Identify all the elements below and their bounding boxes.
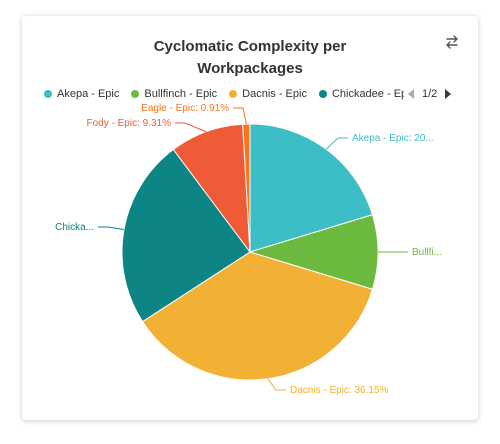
- pie-slice-label: Bullfi...: [412, 247, 442, 258]
- pie-leader-line: [267, 378, 286, 391]
- pie-slice-label: Chicka...: [55, 222, 94, 233]
- pie-leader-line: [175, 122, 207, 133]
- legend-label: Bullfinch - Epic: [144, 88, 218, 100]
- pie-slice[interactable]: [248, 214, 379, 290]
- pie-slice-label: Fody - Epic: 9.31%: [87, 118, 172, 129]
- legend-pager: 1/2: [406, 88, 453, 100]
- pie-leader-line: [325, 137, 348, 150]
- pie-leader-line: [233, 107, 247, 125]
- pie-slice-label: Akepa - Epic: 20...: [352, 133, 434, 144]
- legend-marker: [229, 90, 238, 98]
- pie-slice[interactable]: [141, 251, 374, 381]
- legend-marker: [44, 90, 52, 98]
- legend-label: Chickadee - Ep: [331, 88, 404, 100]
- legend-item[interactable]: Chickadee - Ep: [318, 88, 404, 100]
- pie-slice[interactable]: [121, 148, 251, 323]
- swap-arrows-icon[interactable]: [444, 34, 460, 50]
- legend-item[interactable]: Dacnis - Epic: [229, 88, 307, 100]
- legend-page-indicator: 1/2: [422, 88, 438, 100]
- triangle-left-icon[interactable]: [406, 88, 416, 100]
- chart-title: Cyclomatic Complexity per Workpackages: [22, 36, 478, 80]
- pie-leader-line: [98, 226, 125, 230]
- legend-label: Akepa - Epic: [57, 88, 120, 100]
- chart-legend: Akepa - Epic Bullfinch - Epic Dacnis - Epi…: [44, 86, 453, 102]
- pie-slice-label: Dacnis - Epic: 36.15%: [290, 385, 388, 396]
- legend-label: Dacnis - Epic: [242, 88, 307, 100]
- pie-slice[interactable]: [249, 123, 374, 253]
- legend-items: Akepa - Epic Bullfinch - Epic Dacnis - Epi…: [44, 88, 404, 100]
- legend-item[interactable]: Akepa - Epic: [44, 88, 119, 100]
- triangle-right-icon[interactable]: [443, 88, 453, 100]
- chart-title-line-2: Workpackages: [197, 60, 303, 77]
- legend-item[interactable]: Bullfinch - Epic: [131, 88, 217, 100]
- legend-marker: [131, 90, 140, 98]
- chart-title-line-1: Cyclomatic Complexity per: [153, 38, 347, 55]
- pie-slice-label: Eagle - Epic: 0.91%: [141, 103, 229, 114]
- legend-marker: [318, 90, 327, 98]
